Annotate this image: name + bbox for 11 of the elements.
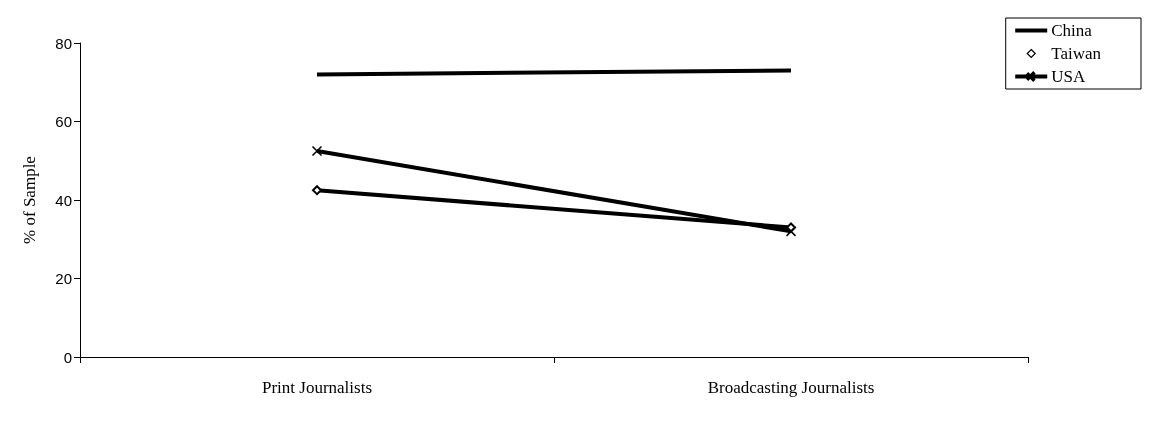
legend-label: Taiwan bbox=[1051, 44, 1102, 63]
y-tick-label: 40 bbox=[55, 191, 72, 209]
legend-label: China bbox=[1051, 21, 1093, 40]
y-tick-label: 0 bbox=[63, 348, 72, 366]
y-axis-title: % of Sample bbox=[20, 156, 39, 244]
y-tick-label: 60 bbox=[55, 113, 72, 130]
y-tick-label: 80 bbox=[55, 34, 72, 52]
x-tick-label: Broadcasting Journalists bbox=[707, 378, 875, 397]
legend-label: USA bbox=[1051, 67, 1086, 86]
y-tick-label: 20 bbox=[55, 270, 72, 287]
x-tick-label: Print Journalists bbox=[261, 378, 373, 397]
